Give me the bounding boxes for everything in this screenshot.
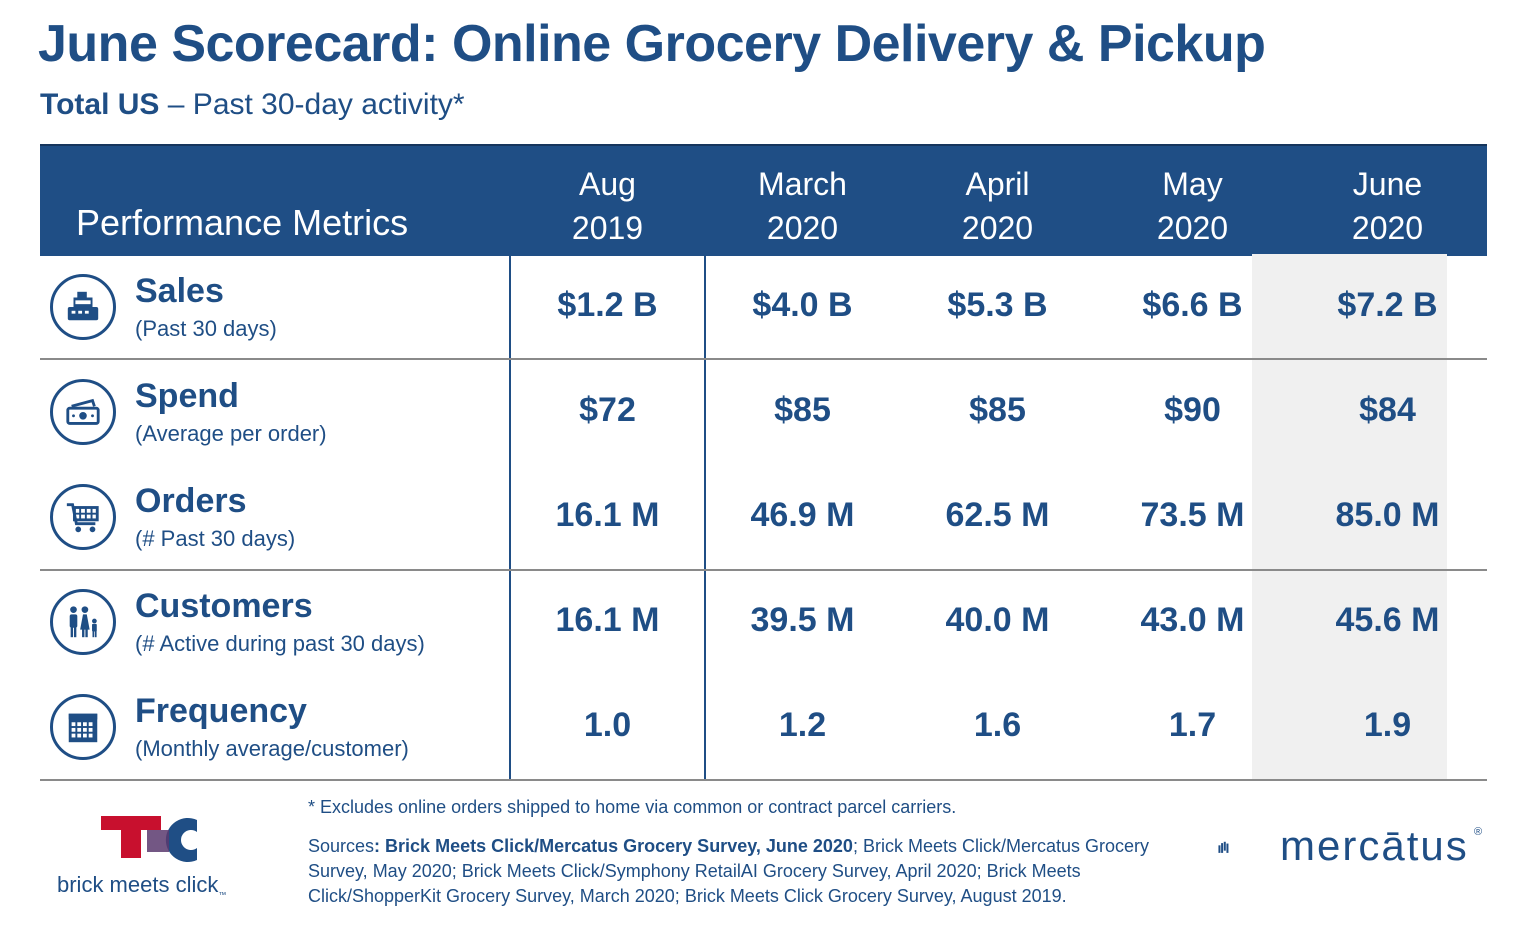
row-divider <box>40 779 1487 781</box>
mercatus-wordmark: mercātus <box>1280 822 1469 869</box>
cell-value: 1.2 <box>778 706 827 744</box>
metrics-column-header: Performance Metrics <box>76 202 409 243</box>
sources-note: Sources: Brick Meets Click/Mercatus Groc… <box>308 836 1150 906</box>
cell-value: 46.9 M <box>750 496 855 534</box>
table-row-spend: Spend (Average per order) $72 $85 $85 $9… <box>40 361 1487 465</box>
table-row-customers: Customers (# Active during past 30 days)… <box>40 571 1487 675</box>
metric-description: (Monthly average/customer) <box>135 736 409 761</box>
metric-name: Sales <box>135 272 224 310</box>
cell-value: $85 <box>774 391 831 429</box>
column-header-march-2020: March 2020 <box>758 166 847 246</box>
cell-value: $7.2 B <box>1337 286 1438 324</box>
brick-meets-click-logo <box>101 816 197 862</box>
cell-value: $72 <box>579 391 636 429</box>
column-header-april-2020: April 2020 <box>961 166 1034 246</box>
cell-value: 1.6 <box>973 706 1022 744</box>
cell-value: 85.0 M <box>1335 496 1440 534</box>
subtitle-rest: – Past 30-day activity* <box>159 88 465 121</box>
cell-value: $1.2 B <box>557 286 658 324</box>
cell-value: 16.1 M <box>555 601 660 639</box>
money-wallet-icon <box>50 379 116 445</box>
cell-value: 40.0 M <box>945 601 1050 639</box>
table-header: Performance Metrics Aug 2019 March 2020 Ap… <box>40 144 1487 256</box>
row-divider <box>40 569 1487 571</box>
june-column-highlight <box>1252 254 1447 780</box>
table-row-sales: Sales (Past 30 days) $1.2 B $4.0 B $5.3 … <box>40 256 1487 360</box>
column-divider <box>704 254 706 780</box>
metric-name: Spend <box>135 377 239 415</box>
shopping-cart-icon <box>50 484 116 550</box>
mercatus-logo-mark <box>1218 841 1229 853</box>
table-row-frequency: Frequency (Monthly average/customer) 1.0… <box>40 676 1487 780</box>
metric-name: Customers <box>135 587 313 625</box>
cell-value: 1.7 <box>1168 706 1217 744</box>
cell-value: 43.0 M <box>1140 601 1245 639</box>
cell-value: $6.6 B <box>1142 286 1243 324</box>
metric-description: (Average per order) <box>135 421 327 446</box>
cell-value: 39.5 M <box>750 601 855 639</box>
brick-meets-click-wordmark: brick meets click™ <box>57 872 227 900</box>
cell-value: 16.1 M <box>555 496 660 534</box>
cell-value: $5.3 B <box>947 286 1048 324</box>
metric-name: Frequency <box>135 692 307 730</box>
cell-value: 73.5 M <box>1140 496 1245 534</box>
column-header-june-2020: June 2020 <box>1351 166 1424 246</box>
scorecard-table: Performance Metrics Aug 2019 March 2020 Ap… <box>40 144 1487 256</box>
row-divider <box>40 358 1487 360</box>
metric-description: (# Active during past 30 days) <box>135 631 425 656</box>
family-icon <box>50 589 116 655</box>
metric-description: (Past 30 days) <box>135 316 277 341</box>
cell-value: 1.9 <box>1363 706 1412 744</box>
column-header-aug-2019: Aug 2019 <box>571 166 644 246</box>
column-divider <box>509 254 511 780</box>
cell-value: 1.0 <box>583 706 632 744</box>
page-subtitle: Total US – Past 30-day activity* <box>40 88 465 122</box>
table-row-orders: Orders (# Past 30 days) 16.1 M 46.9 M 62… <box>40 466 1487 570</box>
cell-value: $90 <box>1164 391 1221 429</box>
cell-value: 45.6 M <box>1335 601 1440 639</box>
subtitle-bold: Total US <box>40 88 160 121</box>
page-title: June Scorecard: Online Grocery Delivery … <box>38 15 1266 73</box>
registered-mark: ® <box>1474 826 1483 838</box>
cell-value: 62.5 M <box>945 496 1050 534</box>
cell-value: $84 <box>1359 391 1416 429</box>
cash-register-icon <box>50 274 116 340</box>
cell-value: $85 <box>969 391 1026 429</box>
calendar-icon <box>50 694 116 760</box>
metric-name: Orders <box>135 482 247 520</box>
metric-description: (# Past 30 days) <box>135 526 296 551</box>
column-header-may-2020: May 2020 <box>1156 166 1229 246</box>
footnote: * Excludes online orders shipped to home… <box>308 797 957 817</box>
cell-value: $4.0 B <box>752 286 853 324</box>
